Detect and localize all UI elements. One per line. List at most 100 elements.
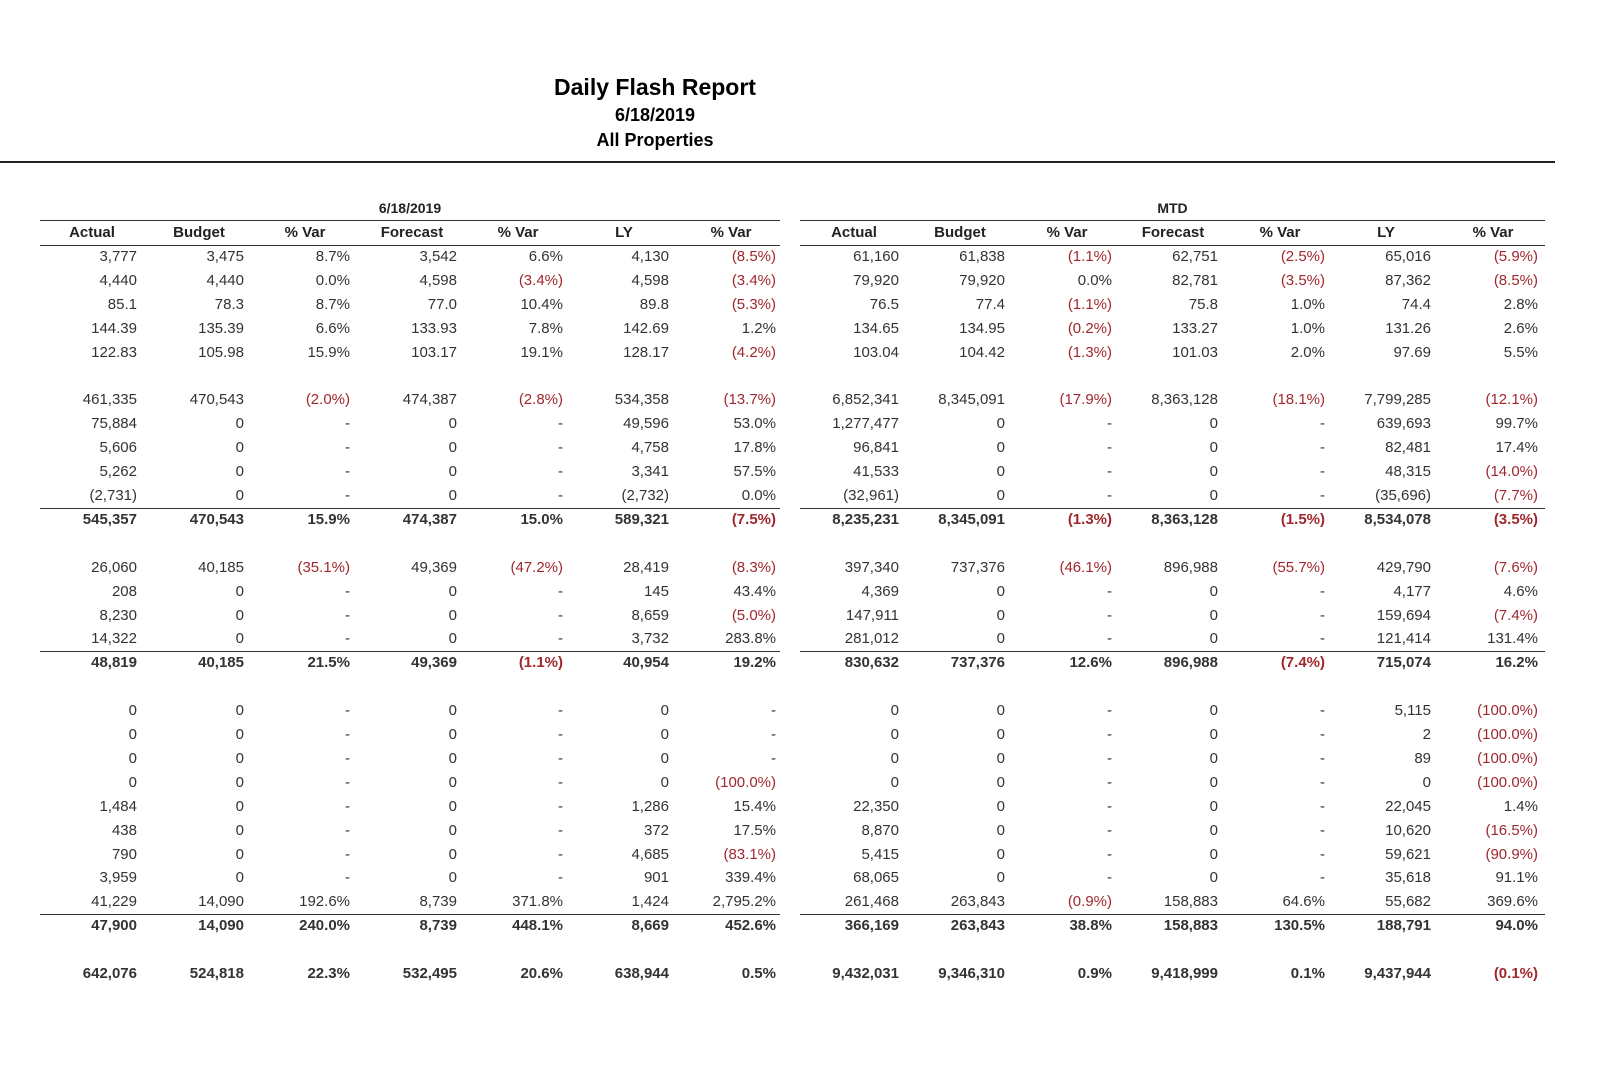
data-cell: 0	[996, 726, 1005, 743]
data-cell: 74.4	[1401, 295, 1431, 313]
total-cell: 21.5%	[307, 654, 350, 672]
column-header: % Var	[497, 224, 539, 241]
data-cell: 0	[660, 726, 669, 743]
data-cell: -	[1107, 821, 1112, 839]
data-cell: 5,262	[99, 463, 137, 481]
data-cell: 208	[111, 582, 137, 600]
data-cell: (16.5%)	[1485, 821, 1538, 839]
data-cell: 0	[1209, 773, 1218, 791]
data-cell: 896,988	[1163, 558, 1218, 576]
data-cell: 263,843	[950, 893, 1005, 911]
data-cell: (8.3%)	[731, 558, 776, 576]
data-cell: 0	[996, 582, 1005, 600]
data-cell: -	[1107, 439, 1112, 457]
data-cell: -	[771, 702, 776, 720]
data-cell: -	[345, 487, 350, 504]
data-cell: 2.8%	[1503, 295, 1538, 313]
total-cell: 40,185	[198, 654, 244, 672]
data-cell: 147,911	[845, 606, 899, 624]
data-cell: 101.03	[1172, 343, 1218, 361]
data-cell: 3,777	[99, 248, 137, 265]
data-cell: 0	[996, 749, 1005, 767]
grand-total-cell: 642,076	[82, 965, 137, 982]
data-cell: 3,542	[419, 248, 457, 265]
total-cell: (7.4%)	[1280, 654, 1325, 672]
grand-total-cell: 22.3%	[307, 965, 350, 982]
data-cell: 0	[235, 869, 244, 887]
data-cell: (100.0%)	[715, 773, 776, 791]
data-cell: (8.5%)	[731, 248, 776, 265]
total-cell: 47,900	[91, 917, 137, 935]
data-cell: 57.5%	[733, 463, 776, 481]
header-rule	[0, 161, 1555, 163]
total-rule	[800, 508, 1545, 509]
total-cell: (7.5%)	[731, 510, 776, 528]
data-cell: 0	[448, 487, 457, 504]
grand-total-cell: 532,495	[402, 965, 457, 982]
total-cell: 40,954	[623, 654, 669, 672]
data-cell: 85.1	[107, 295, 137, 313]
data-cell: -	[558, 726, 563, 743]
data-cell: 103.04	[853, 343, 899, 361]
data-cell: 0	[1422, 773, 1431, 791]
data-cell: 77.0	[427, 295, 457, 313]
data-cell: (3.4%)	[731, 271, 776, 289]
data-cell: (1.3%)	[1067, 343, 1112, 361]
data-cell: 41,229	[91, 893, 137, 911]
data-cell: 1,286	[631, 797, 669, 815]
data-cell: 158,883	[1163, 893, 1218, 911]
data-cell: 0	[448, 869, 457, 887]
data-cell: 0	[235, 702, 244, 720]
grand-total-cell: 524,818	[189, 965, 244, 982]
data-cell: 0	[235, 487, 244, 504]
total-rule	[40, 508, 780, 509]
data-cell: 78.3	[214, 295, 244, 313]
data-cell: 0.0%	[1077, 271, 1112, 289]
data-cell: -	[1107, 606, 1112, 624]
data-cell: -	[345, 415, 350, 433]
total-cell: 448.1%	[512, 917, 563, 935]
grand-total-cell: 0.5%	[741, 965, 776, 982]
data-cell: 6.6%	[315, 319, 350, 337]
data-cell: (46.1%)	[1059, 558, 1112, 576]
data-cell: 17.4%	[1495, 439, 1538, 457]
data-cell: 77.4	[975, 295, 1005, 313]
data-cell: 0	[448, 606, 457, 624]
data-cell: (0.9%)	[1067, 893, 1112, 911]
data-cell: 0	[128, 773, 137, 791]
data-cell: -	[1320, 415, 1325, 433]
data-cell: 0	[1209, 702, 1218, 720]
data-cell: 0	[235, 726, 244, 743]
group-rule	[40, 220, 780, 221]
data-cell: (1.1%)	[1067, 248, 1112, 265]
data-cell: 128.17	[623, 343, 669, 361]
data-cell: -	[1107, 630, 1112, 648]
data-cell: 1,277,477	[832, 415, 899, 433]
data-cell: 369.6%	[1487, 893, 1538, 911]
column-header: % Var	[710, 224, 752, 241]
data-cell: -	[345, 749, 350, 767]
data-cell: 0	[448, 797, 457, 815]
column-header: % Var	[1046, 224, 1088, 241]
column-header: Forecast	[380, 224, 444, 241]
data-cell: 64.6%	[1282, 893, 1325, 911]
data-cell: 97.69	[1393, 343, 1431, 361]
data-cell: 1.2%	[741, 319, 776, 337]
data-cell: (18.1%)	[1272, 391, 1325, 409]
data-cell: (5.0%)	[731, 606, 776, 624]
data-cell: 26,060	[91, 558, 137, 576]
data-cell: (100.0%)	[1477, 726, 1538, 743]
data-cell: 103.17	[411, 343, 457, 361]
report-title: Daily Flash Report	[554, 74, 756, 100]
data-cell: 639,693	[1376, 415, 1431, 433]
column-header: % Var	[1259, 224, 1301, 241]
column-header: Actual	[831, 224, 877, 241]
data-cell: (7.4%)	[1493, 606, 1538, 624]
data-cell: 0	[996, 821, 1005, 839]
data-cell: 131.26	[1385, 319, 1431, 337]
column-header: % Var	[284, 224, 326, 241]
data-cell: 1.4%	[1503, 797, 1538, 815]
data-cell: 0	[448, 845, 457, 863]
data-cell: -	[345, 726, 350, 743]
